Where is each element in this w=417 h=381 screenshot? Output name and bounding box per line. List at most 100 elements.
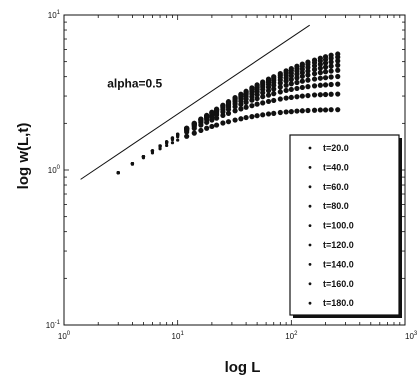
data-point — [191, 130, 197, 136]
data-point — [317, 107, 323, 113]
data-point — [317, 55, 323, 61]
data-point — [322, 64, 329, 70]
data-point — [271, 91, 277, 97]
data-point — [294, 85, 300, 92]
legend-marker — [308, 204, 312, 208]
data-point — [305, 92, 311, 99]
data-point — [249, 85, 255, 91]
data-point — [204, 125, 210, 131]
data-point — [158, 144, 162, 148]
data-point — [204, 112, 210, 119]
data-point — [288, 94, 294, 101]
data-point — [176, 132, 180, 136]
data-point — [335, 81, 341, 87]
data-point — [299, 61, 305, 67]
data-point — [184, 133, 190, 139]
data-point — [254, 95, 260, 102]
data-point — [271, 97, 277, 104]
data-point — [305, 84, 311, 90]
legend-marker — [308, 224, 312, 228]
data-point — [322, 54, 329, 60]
data-point — [311, 66, 318, 73]
data-point — [328, 63, 334, 69]
data-point — [165, 140, 169, 144]
data-point — [265, 111, 272, 117]
data-point — [265, 92, 272, 98]
data-point — [328, 59, 334, 65]
data-point — [283, 68, 289, 74]
series-t=180.0 — [116, 51, 341, 175]
data-point — [176, 138, 180, 142]
data-point — [335, 51, 341, 57]
series-t=20.0 — [116, 107, 341, 175]
data-point — [254, 101, 260, 107]
legend-entry: t=100.0 — [323, 221, 354, 231]
data-point — [277, 109, 283, 116]
data-point — [294, 94, 300, 100]
data-point — [170, 141, 175, 145]
legend-marker — [308, 166, 312, 169]
data-point — [311, 71, 318, 77]
data-point — [254, 82, 260, 88]
data-point — [317, 69, 323, 76]
data-point — [328, 68, 334, 74]
data-point — [283, 82, 289, 88]
data-point — [288, 86, 294, 93]
data-point — [116, 171, 120, 175]
data-point — [335, 107, 341, 113]
data-point — [322, 75, 329, 81]
data-point — [322, 107, 329, 113]
data-point — [305, 59, 311, 65]
data-point — [225, 110, 232, 116]
x-tick-label: 102 — [285, 331, 298, 341]
data-point — [335, 62, 341, 68]
y-tick-label: 101 — [48, 10, 61, 20]
data-point — [170, 136, 175, 140]
data-point — [277, 70, 283, 77]
data-point — [220, 102, 226, 108]
data-point — [198, 116, 204, 122]
data-point — [335, 58, 341, 64]
data-point — [165, 143, 169, 148]
data-point — [322, 82, 329, 88]
data-point — [254, 113, 260, 119]
data-point — [209, 123, 215, 130]
data-point — [335, 73, 341, 80]
data-point — [271, 86, 277, 92]
data-point — [213, 122, 220, 128]
data-point — [311, 92, 318, 98]
y-tick-label: 10-1 — [46, 320, 61, 330]
data-point — [311, 83, 318, 89]
data-point — [305, 77, 311, 83]
legend-entry: t=160.0 — [323, 279, 354, 289]
data-point — [305, 72, 311, 78]
data-point — [232, 95, 238, 101]
data-point — [288, 109, 294, 115]
data-point — [232, 108, 238, 114]
data-point — [260, 112, 266, 118]
legend-marker — [308, 243, 312, 247]
data-point — [238, 106, 244, 112]
data-point — [209, 109, 215, 115]
data-point — [277, 89, 283, 95]
legend-marker — [308, 185, 312, 189]
data-point — [335, 67, 341, 73]
data-point — [265, 98, 272, 105]
data-point — [322, 69, 329, 75]
legend-marker — [308, 301, 312, 305]
data-point — [277, 96, 283, 102]
data-point — [220, 120, 226, 126]
data-point — [271, 74, 277, 80]
data-point — [277, 84, 283, 90]
data-point — [249, 114, 255, 120]
data-point — [288, 81, 294, 87]
data-point — [299, 73, 305, 79]
data-point — [299, 93, 305, 99]
data-point — [328, 81, 334, 88]
data-point — [191, 120, 197, 126]
data-point — [317, 92, 323, 98]
data-point — [317, 75, 323, 81]
data-point — [299, 108, 305, 114]
data-point — [288, 66, 294, 72]
